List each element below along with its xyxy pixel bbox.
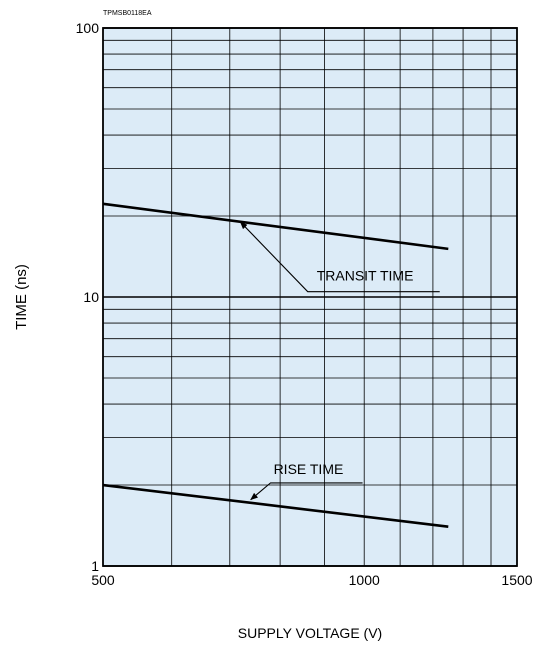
rise-time-leader bbox=[250, 482, 363, 501]
y-tick-label: 100 bbox=[76, 20, 100, 36]
y-tick-label: 1 bbox=[91, 558, 99, 574]
data-series bbox=[102, 202, 449, 528]
x-tick-label: 500 bbox=[91, 572, 115, 588]
y-tick-label: 10 bbox=[83, 289, 99, 305]
series-line bbox=[102, 483, 449, 528]
x-axis-label: SUPPLY VOLTAGE (V) bbox=[238, 625, 382, 641]
transit-time-label: TRANSIT TIME bbox=[317, 268, 414, 284]
annotations: TRANSIT TIME RISE TIME bbox=[239, 221, 440, 501]
figure-code: TPMSB0118EA bbox=[103, 10, 152, 17]
x-tick-label: 1500 bbox=[501, 572, 532, 588]
gridlines bbox=[103, 27, 517, 567]
y-axis-label: TIME (ns) bbox=[13, 264, 30, 330]
x-tick-label: 1000 bbox=[349, 572, 380, 588]
transit-time-leader bbox=[239, 221, 440, 293]
plot-frame bbox=[102, 27, 518, 567]
tick-labels: 500 1000 1500 1 10 100 bbox=[76, 20, 533, 588]
rise-time-label: RISE TIME bbox=[274, 461, 344, 477]
series-line bbox=[102, 202, 449, 251]
